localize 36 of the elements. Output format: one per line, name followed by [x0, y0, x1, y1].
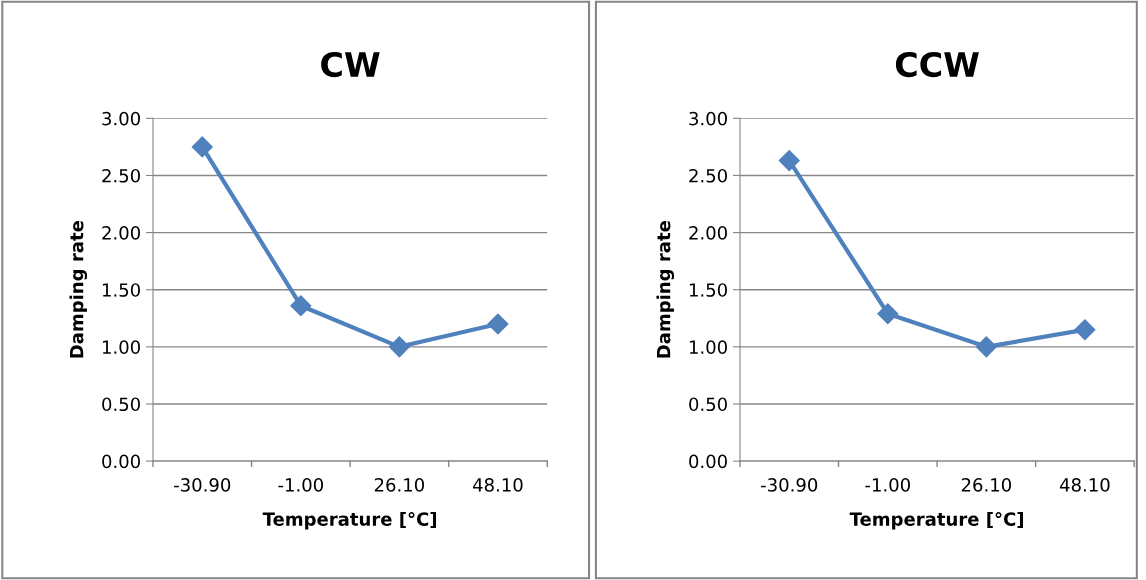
- y-tick-label: 2.50: [102, 168, 140, 183]
- x-tick-label: 26.10: [961, 478, 1012, 492]
- chart-title: CCW: [895, 51, 979, 78]
- y-tick-label: 0.00: [689, 454, 727, 469]
- point: [487, 313, 509, 335]
- y-axis-title: Damping rate: [656, 221, 675, 358]
- x-tick-label: -1.00: [278, 478, 323, 492]
- x-tick-label: 48.10: [1059, 478, 1110, 492]
- y-tick-label: 3.00: [689, 111, 727, 126]
- point: [975, 336, 997, 358]
- point: [877, 303, 899, 325]
- x-axis-title: Temperature [°C]: [849, 511, 1023, 530]
- y-tick-label: 1.50: [102, 283, 140, 297]
- point: [191, 136, 213, 158]
- y-tick-label: 3.00: [102, 111, 140, 126]
- chart-title: CW: [321, 51, 380, 78]
- point: [778, 150, 800, 172]
- point: [290, 295, 312, 317]
- x-tick-label: 48.10: [472, 478, 523, 492]
- x-tick-label: 26.10: [374, 478, 425, 492]
- x-tick-label: -1.00: [865, 478, 910, 492]
- x-tick-label: -30.90: [761, 478, 818, 492]
- point: [1074, 319, 1096, 341]
- y-tick-label: 1.00: [102, 340, 140, 354]
- y-tick-label: 2.00: [102, 226, 140, 240]
- y-tick-label: 0.50: [102, 397, 140, 412]
- y-tick-label: 1.50: [689, 283, 727, 297]
- y-tick-label: 2.00: [689, 226, 727, 240]
- x-tick-label: -30.90: [174, 478, 231, 492]
- y-tick-label: 0.50: [689, 397, 727, 412]
- point: [388, 336, 410, 358]
- y-tick-label: 0.00: [102, 454, 140, 469]
- y-axis-title: Damping rate: [69, 221, 88, 358]
- y-tick-label: 2.50: [689, 168, 727, 183]
- x-axis-title: Temperature [°C]: [262, 511, 437, 530]
- y-tick-label: 1.00: [689, 340, 727, 354]
